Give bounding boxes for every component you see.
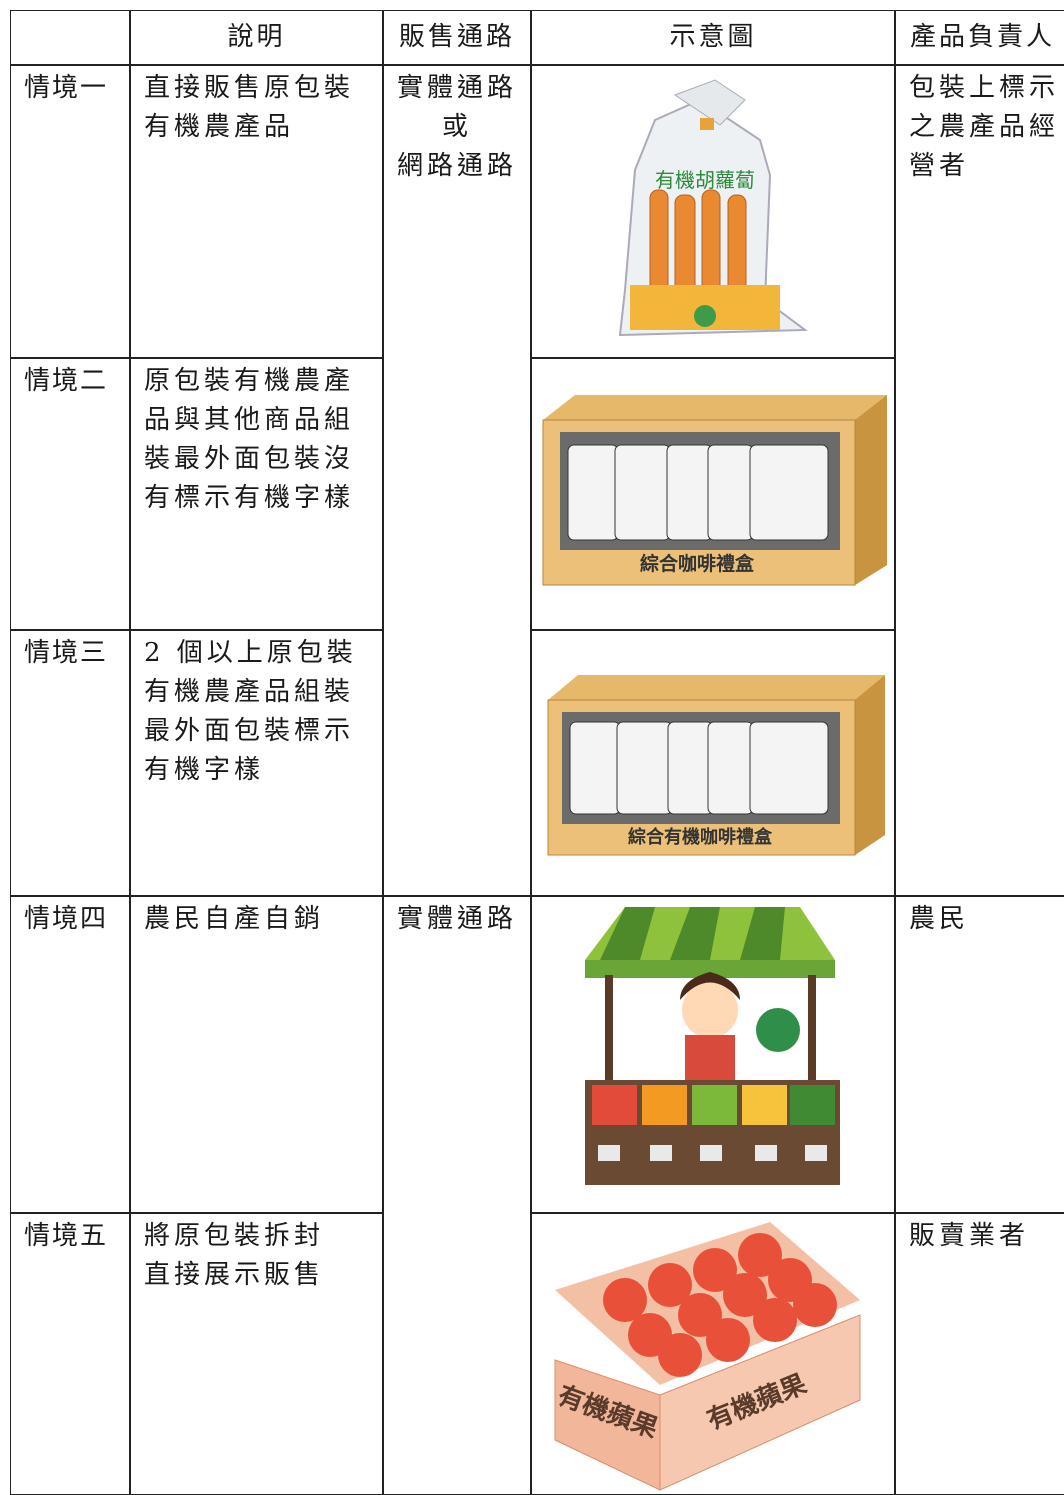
cell-text: 最外面包裝標示	[144, 716, 355, 746]
table-cell	[895, 65, 1064, 896]
table-cell	[895, 896, 1064, 1213]
cell-text: 營者	[909, 151, 970, 181]
table-cell	[10, 630, 130, 896]
cell-text: 農民自產自銷	[144, 904, 325, 934]
cell-text: 農民	[909, 904, 970, 934]
table-cell	[130, 10, 383, 65]
cell-text: 有機農產品組裝	[144, 677, 355, 707]
table-cell	[10, 358, 130, 630]
scenario: 情境四	[24, 904, 109, 934]
scenario: 情境五	[24, 1221, 109, 1251]
header-text: 說明	[227, 22, 286, 52]
table-cell	[130, 630, 383, 896]
cell-text: 或	[441, 112, 472, 142]
cell-text: 有機農產品	[144, 112, 295, 142]
cell-text: 將原包裝拆封	[144, 1221, 325, 1251]
cell-text: 實體通路	[396, 73, 517, 103]
table-cell	[10, 896, 130, 1213]
scenario: 情境三	[24, 638, 109, 668]
cell-text: 2 個以上原包裝	[144, 638, 357, 668]
table-cell	[531, 1213, 895, 1495]
table-cell	[10, 10, 130, 65]
header-text: 產品負責人	[909, 22, 1055, 52]
cell-text: 直接展示販售	[144, 1260, 325, 1290]
cell-text: 直接販售原包裝	[144, 73, 355, 103]
table-cell	[531, 896, 895, 1213]
table-cell	[10, 65, 130, 358]
cell-text: 品與其他商品組	[144, 405, 355, 435]
cell-text: 有標示有機字樣	[144, 483, 355, 513]
table-cell	[383, 65, 531, 896]
cell-text: 販賣業者	[909, 1221, 1030, 1251]
table-cell	[383, 896, 531, 1495]
table-cell	[130, 358, 383, 630]
header-text: 示意圖	[669, 22, 757, 52]
table-cell	[531, 358, 895, 630]
cell-text: 裝最外面包裝沒	[144, 444, 355, 474]
table-cell	[130, 896, 383, 1213]
scenario: 情境二	[24, 366, 109, 396]
scenario: 情境一	[24, 73, 109, 103]
cell-text: 之農產品經	[909, 112, 1060, 142]
cell-text: 實體通路	[396, 904, 517, 934]
cell-text: 包裝上標示	[909, 73, 1060, 103]
cell-text: 有機字樣	[144, 755, 265, 785]
header-text: 販售通路	[398, 22, 515, 52]
table-cell	[130, 65, 383, 358]
table-cell	[531, 630, 895, 896]
table-cell	[531, 65, 895, 358]
cell-text: 原包裝有機農產	[144, 366, 355, 396]
cell-text: 網路通路	[396, 151, 517, 181]
table-cell	[383, 10, 531, 65]
table-cell	[531, 10, 895, 65]
table-cell	[895, 10, 1064, 65]
